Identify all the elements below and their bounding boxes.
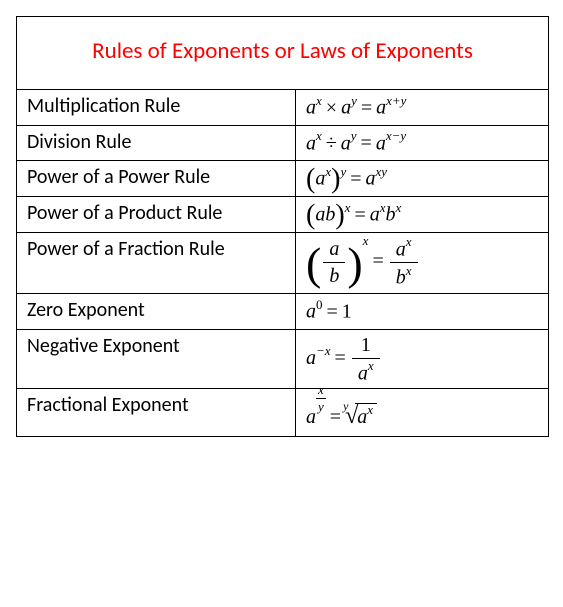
exponent-rules-table: Rules of Exponents or Laws of Exponents …	[16, 16, 549, 437]
rule-name: Negative Exponent	[17, 329, 296, 389]
rule-name: Power of a Product Rule	[17, 196, 296, 232]
rule-formula: (ab)x=axbx	[296, 232, 549, 293]
rules-list: Multiplication Rule ax×ay=ax+y Division …	[17, 90, 548, 436]
rule-name: Division Rule	[17, 125, 296, 161]
rule-name: Fractional Exponent	[17, 389, 296, 436]
table-row: Zero Exponent a0=1	[17, 293, 548, 329]
rule-name: Power of a Power Rule	[17, 161, 296, 197]
table-row: Negative Exponent a−x=1ax	[17, 329, 548, 389]
rule-formula: ax÷ay=ax−y	[296, 125, 549, 161]
rule-formula: a−x=1ax	[296, 329, 549, 389]
rule-formula: axy=y√ax	[296, 389, 549, 436]
table-title: Rules of Exponents or Laws of Exponents	[92, 37, 473, 65]
rule-name: Multiplication Rule	[17, 90, 296, 125]
table-row: Multiplication Rule ax×ay=ax+y	[17, 90, 548, 125]
rule-formula: ax×ay=ax+y	[296, 90, 549, 125]
table-row: Division Rule ax÷ay=ax−y	[17, 125, 548, 161]
rule-formula: (ax)y=axy	[296, 161, 549, 197]
table-row: Fractional Exponent axy=y√ax	[17, 389, 548, 436]
rule-name: Zero Exponent	[17, 293, 296, 329]
rule-name: Power of a Fraction Rule	[17, 232, 296, 293]
table-row: Power of a Product Rule (ab)x=axbx	[17, 196, 548, 232]
table-row: Power of a Fraction Rule (ab)x=axbx	[17, 232, 548, 293]
rule-formula: a0=1	[296, 293, 549, 329]
table-row: Power of a Power Rule (ax)y=axy	[17, 161, 548, 197]
title-cell: Rules of Exponents or Laws of Exponents	[17, 17, 548, 90]
rule-formula: (ab)x=axbx	[296, 196, 549, 232]
